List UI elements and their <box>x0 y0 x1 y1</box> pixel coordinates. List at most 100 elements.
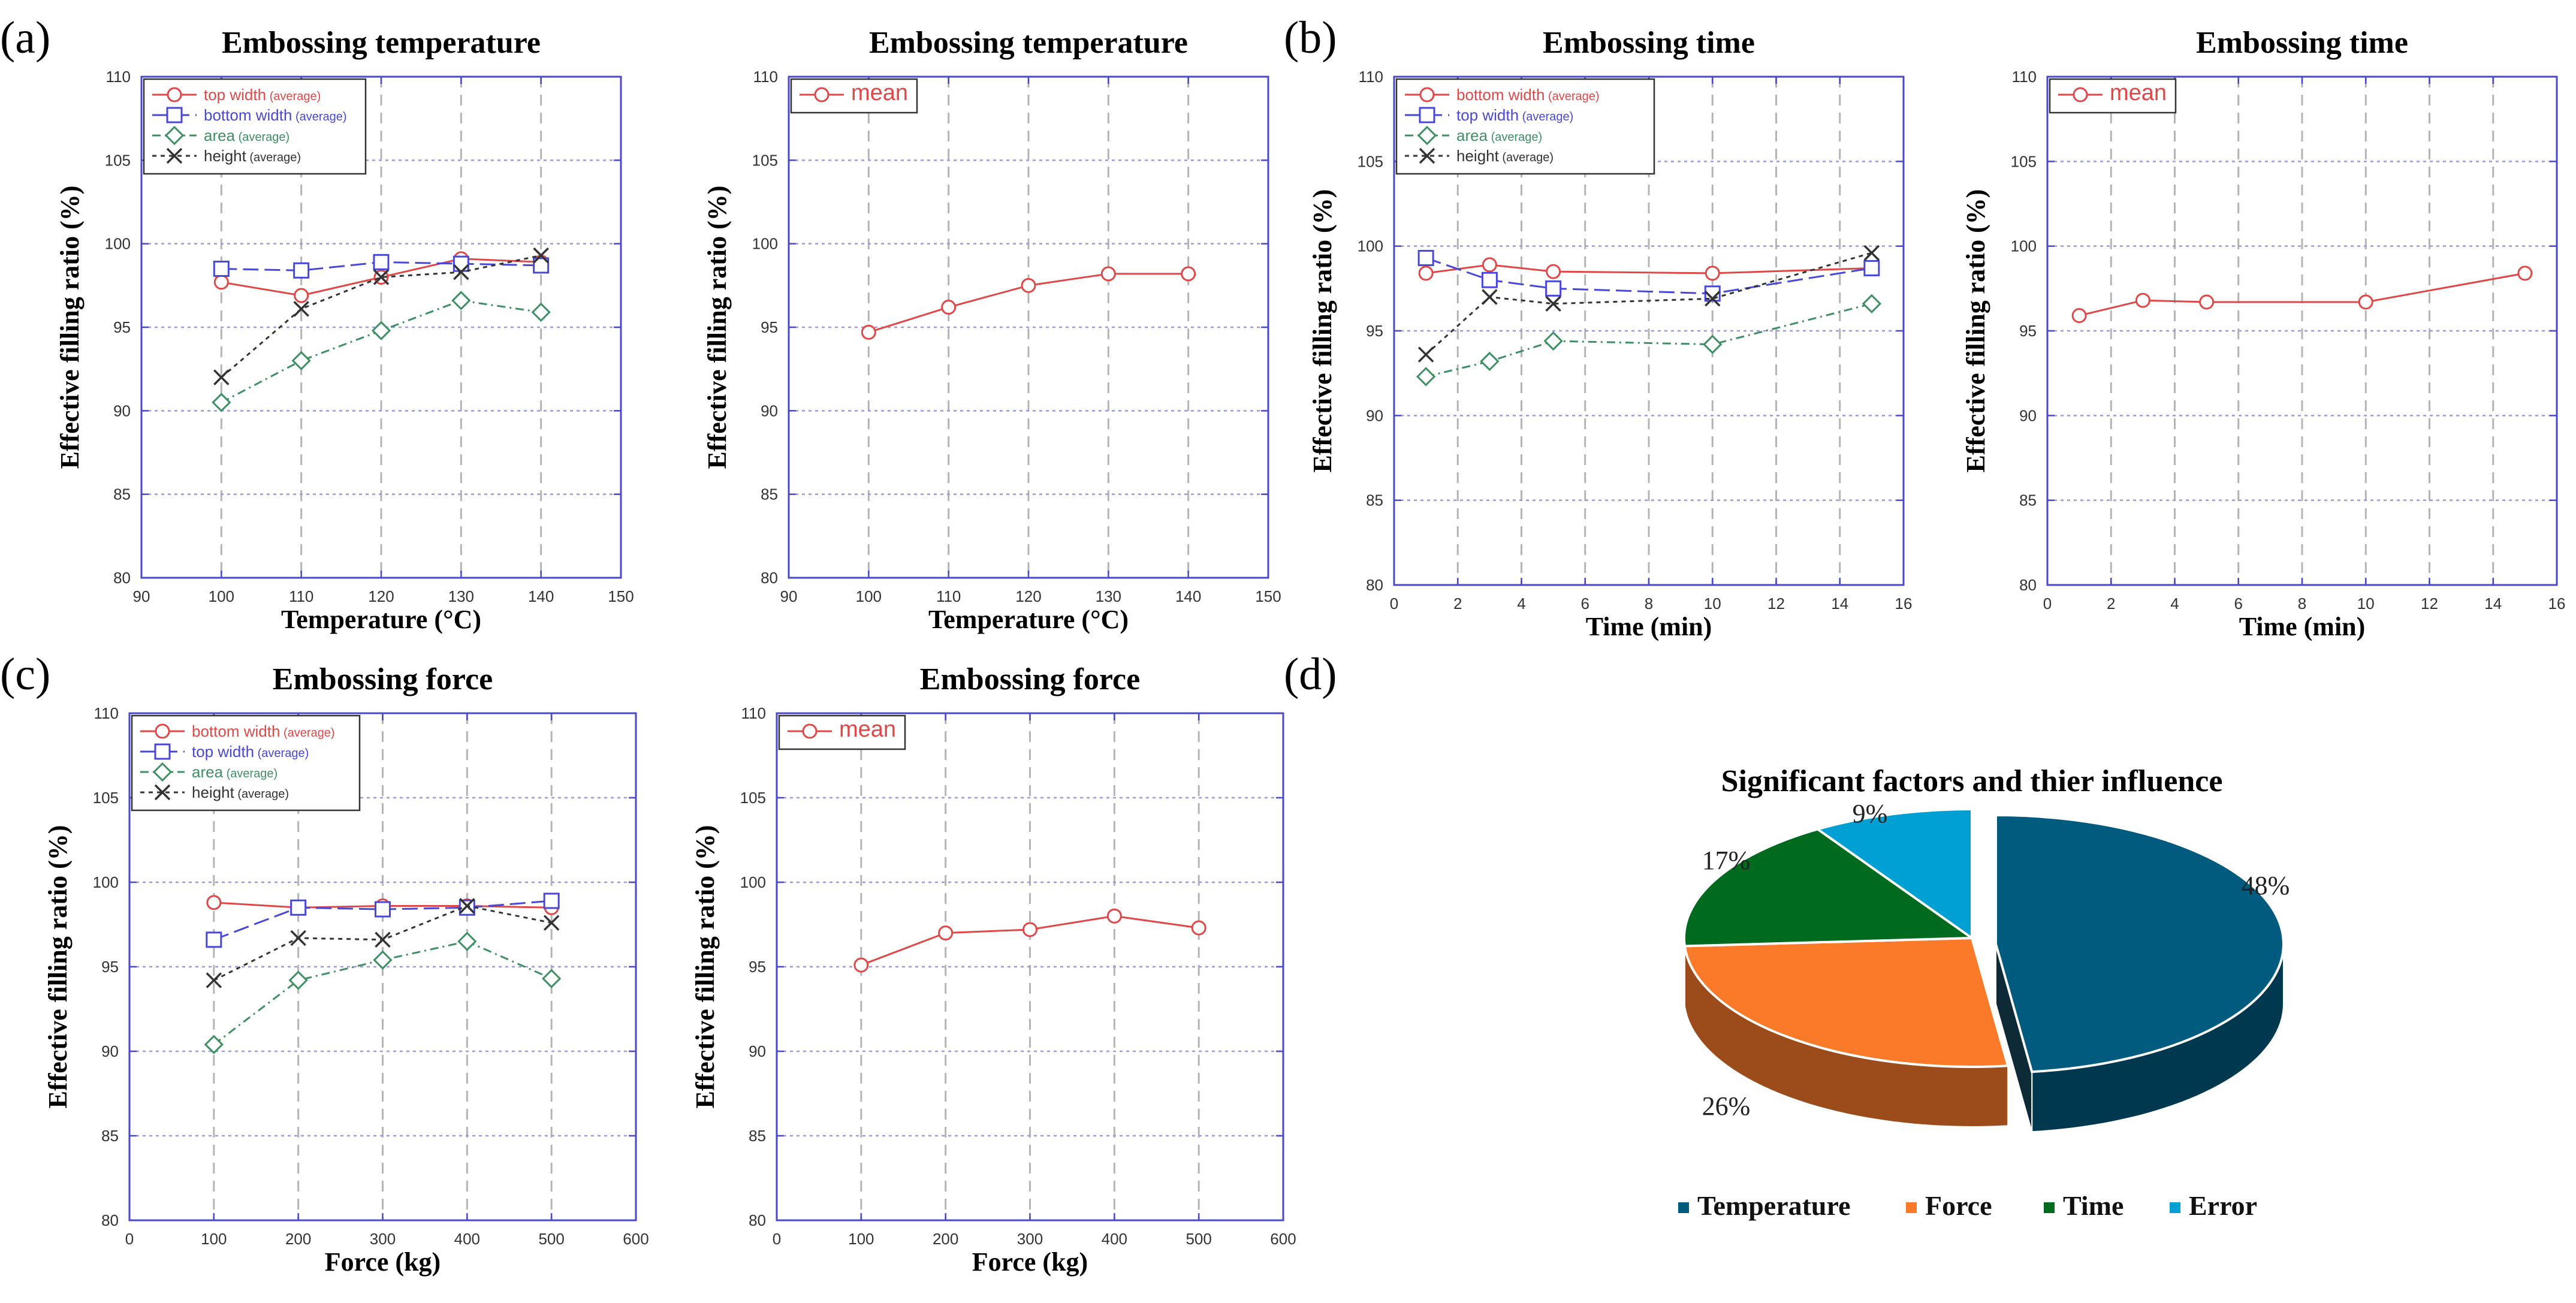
x-tick-label: 140 <box>1175 587 1201 605</box>
marker-circle <box>941 300 957 315</box>
y-tick-label: 90 <box>1366 406 1383 424</box>
pie-legend-item-error: Error <box>2170 1190 2257 1221</box>
x-tick-label: 4 <box>2170 595 2179 613</box>
marker-diamond <box>1543 331 1563 351</box>
x-tick-label: 2 <box>2107 595 2115 613</box>
line-chart-5: 0 100 200 300 400 500 600 80 85 90 95 100 105 110 Embo… <box>43 662 649 1277</box>
marker-circle <box>1705 266 1720 281</box>
legend-series-name: height <box>204 147 247 165</box>
legend: bottom width (average)top width (average… <box>131 714 361 812</box>
legend-label: bottom width (average) <box>1456 86 1600 104</box>
marker-square <box>213 260 230 277</box>
line-chart-1: 90 100 110 120 130 140 150 80 85 90 95 100 105 110 Emb… <box>55 26 634 634</box>
y-tick-label: 80 <box>1366 576 1383 594</box>
marker-x <box>1705 291 1721 307</box>
series-height <box>206 898 560 988</box>
legend-label: top width (average) <box>1456 106 1573 124</box>
x-tick-label: 14 <box>2484 595 2502 613</box>
marker-x <box>1863 245 1880 261</box>
panel-label: (b) <box>1284 13 1337 63</box>
marker-diamond <box>152 762 173 782</box>
marker-circle <box>1546 264 1561 279</box>
legend-average-suffix: (average) <box>223 767 277 780</box>
marker-square <box>206 931 222 948</box>
x-tick-label: 150 <box>608 587 634 605</box>
marker-diamond <box>1703 334 1723 354</box>
marker-diamond <box>371 321 391 340</box>
chart-title: Embossing temperature <box>222 26 541 60</box>
legend-label: mean <box>2110 80 2167 105</box>
marker-x <box>166 147 183 164</box>
y-axis-label: Effective filling ratio (%) <box>690 825 720 1109</box>
marker-diamond <box>164 125 185 146</box>
marker-circle <box>2071 308 2087 324</box>
y-tick-label: 95 <box>101 958 119 976</box>
marker-diamond <box>288 970 308 990</box>
line-chart-3: 0 2 4 6 8 10 12 14 16 80 85 90 95 100 105 110 Embossing … <box>1308 26 1912 641</box>
legend-label: area (average) <box>1456 126 1542 144</box>
y-tick-label: 90 <box>2019 406 2037 424</box>
pie-data-label-force: 26% <box>1702 1091 1751 1121</box>
panel-label: (a) <box>0 13 50 63</box>
series-bottom-width <box>1418 257 1880 281</box>
x-tick-label: 6 <box>2234 595 2243 613</box>
marker-x <box>1545 295 1561 312</box>
pie-data-label-time: 17% <box>1702 846 1751 875</box>
y-axis-label: Effective filling ratio (%) <box>702 186 732 469</box>
x-tick-label: 150 <box>1255 587 1281 605</box>
x-tick-label: 10 <box>2357 595 2375 613</box>
marker-x <box>293 301 309 317</box>
pie-legend-swatch <box>1906 1202 1917 1213</box>
x-tick-label: 90 <box>133 587 150 605</box>
marker-circle <box>206 895 222 910</box>
marker-circle <box>938 925 954 941</box>
y-tick-label: 105 <box>752 151 778 169</box>
x-tick-label: 130 <box>1096 587 1121 605</box>
marker-circle <box>2073 87 2088 102</box>
marker-square <box>1481 272 1498 288</box>
y-tick-label: 100 <box>93 873 119 891</box>
marker-square <box>293 262 310 279</box>
x-tick-label: 0 <box>125 1230 134 1248</box>
marker-square <box>1419 107 1435 123</box>
pie-chart: Significant factors and thier influence 4… <box>1678 764 2290 1221</box>
x-axis-label: Time (min) <box>1586 612 1712 641</box>
y-tick-label: 85 <box>1366 491 1383 509</box>
legend-series-name: bottom width <box>204 106 292 124</box>
legend-series-name: top width <box>204 86 266 104</box>
legend-average-suffix: (average) <box>234 788 289 801</box>
series-height <box>1417 245 1880 363</box>
marker-diamond <box>291 351 311 370</box>
legend-label: area (average) <box>192 763 277 781</box>
legend-label: mean <box>839 717 896 742</box>
y-tick-label: 105 <box>2011 152 2037 170</box>
x-axis-label: Force (kg) <box>325 1247 441 1277</box>
y-tick-label: 95 <box>2019 322 2037 340</box>
x-tick-label: 100 <box>848 1230 874 1248</box>
x-tick-label: 16 <box>2548 595 2566 613</box>
y-tick-label: 95 <box>113 318 131 336</box>
marker-x <box>213 369 230 385</box>
marker-square <box>375 901 391 918</box>
marker-circle <box>802 723 818 739</box>
y-tick-label: 80 <box>113 569 131 587</box>
y-tick-label: 85 <box>2019 491 2037 509</box>
legend-series-name: bottom width <box>192 722 280 740</box>
series-bottom-width <box>213 254 550 279</box>
y-tick-label: 110 <box>753 68 778 86</box>
chart-title: Embossing time <box>2196 26 2408 60</box>
y-tick-label: 90 <box>749 1042 766 1060</box>
x-tick-label: 130 <box>448 587 474 605</box>
x-tick-label: 2 <box>1453 595 1462 613</box>
series-top-width <box>206 892 560 948</box>
x-tick-label: 600 <box>1270 1230 1296 1248</box>
marker-square <box>166 107 183 123</box>
x-tick-label: 120 <box>368 587 394 605</box>
pie-legend-label: Force <box>1925 1190 1992 1221</box>
legend: bottom width (average) top width (average… <box>1395 78 1655 175</box>
y-tick-label: 100 <box>105 235 131 253</box>
marker-diamond <box>373 950 393 970</box>
marker-x <box>1419 147 1435 164</box>
marker-diamond <box>1416 367 1436 387</box>
pie-slice-time <box>1682 828 1976 948</box>
